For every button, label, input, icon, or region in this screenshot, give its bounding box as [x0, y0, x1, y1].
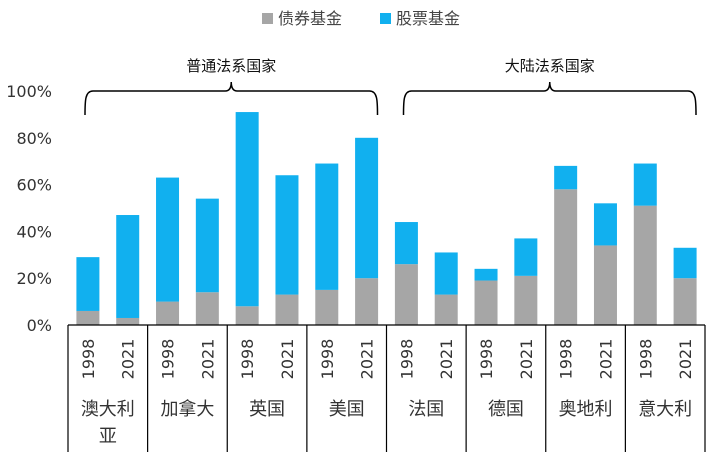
y-tick-label: 20% — [16, 269, 52, 288]
bond-bar — [156, 301, 180, 325]
year-label: 1998 — [636, 339, 655, 380]
y-tick-label: 100% — [6, 82, 52, 101]
bond-bar — [355, 278, 379, 325]
bond-bar — [593, 245, 617, 325]
equity-bar — [474, 268, 498, 281]
country-label: 法国 — [408, 399, 444, 420]
year-label: 2021 — [278, 339, 297, 380]
group-bracket — [402, 81, 697, 116]
legend: 债券基金 股票基金 — [262, 9, 460, 28]
equity-bar — [315, 163, 339, 290]
equity-bar — [156, 177, 180, 302]
bars — [76, 112, 697, 325]
equity-bar — [116, 215, 140, 318]
year-label: 1998 — [477, 339, 496, 380]
year-label: 1998 — [397, 339, 416, 380]
year-label: 1998 — [159, 339, 178, 380]
legend-swatch — [380, 13, 391, 24]
year-label: 2021 — [596, 339, 615, 380]
bond-bar — [275, 294, 299, 325]
bond-bar — [633, 205, 657, 325]
y-tick-label: 60% — [16, 176, 52, 195]
y-tick-label: 40% — [16, 222, 52, 241]
year-label: 2021 — [198, 339, 217, 380]
group-brackets: 普通法系国家 大陆法系国家 — [84, 57, 697, 116]
legend-swatch — [262, 13, 273, 24]
bond-bar — [76, 310, 100, 325]
year-label: 2021 — [358, 339, 377, 380]
bond-bar — [514, 275, 538, 325]
x-axis: 1998 2021 1998 2021 1998 2021 1998 2021 1998 2021… — [67, 324, 706, 452]
equity-bar — [514, 238, 538, 276]
bond-bar — [434, 294, 458, 325]
country-label: 德国 — [488, 399, 524, 420]
equity-bar — [633, 163, 657, 206]
country-label: 奥地利 — [559, 399, 613, 420]
year-label: 2021 — [517, 339, 536, 380]
equity-bar — [434, 252, 458, 295]
year-label: 2021 — [676, 339, 695, 380]
country-label: 澳大利 — [81, 399, 135, 420]
country-label: 意大利 — [638, 399, 692, 420]
group-label: 大陆法系国家 — [505, 57, 595, 75]
bond-bar — [235, 306, 259, 325]
bond-bar — [554, 189, 578, 325]
equity-bar — [673, 247, 697, 279]
legend-label: 债券基金 — [278, 9, 342, 28]
equity-bar — [275, 175, 299, 295]
bond-bar — [394, 264, 418, 325]
year-label: 2021 — [119, 339, 138, 380]
year-label: 1998 — [238, 339, 257, 380]
country-label: 英国 — [249, 399, 285, 420]
country-label-line2: 亚 — [99, 426, 117, 447]
equity-bar — [355, 137, 379, 279]
bond-bar — [315, 289, 339, 325]
bond-bar — [195, 292, 219, 325]
country-label: 美国 — [329, 399, 365, 420]
year-label: 2021 — [437, 339, 456, 380]
year-label: 1998 — [557, 339, 576, 380]
equity-bar — [195, 198, 219, 293]
equity-bar — [394, 222, 418, 265]
bond-bar — [116, 317, 140, 325]
bond-bar — [474, 280, 498, 325]
legend-label: 股票基金 — [396, 9, 460, 28]
bond-bar — [673, 278, 697, 325]
year-label: 1998 — [79, 339, 98, 380]
year-label: 1998 — [318, 339, 337, 380]
y-axis: 0% 20% 40% 60% 80% 100% — [6, 82, 52, 335]
equity-bar — [593, 203, 617, 246]
equity-bar — [235, 112, 259, 307]
equity-bar — [554, 165, 578, 190]
group-label: 普通法系国家 — [186, 57, 276, 75]
group-bracket — [84, 81, 379, 116]
y-tick-label: 0% — [27, 316, 52, 335]
country-label: 加拿大 — [160, 398, 214, 420]
y-tick-label: 80% — [16, 129, 52, 148]
equity-bar — [76, 257, 100, 311]
